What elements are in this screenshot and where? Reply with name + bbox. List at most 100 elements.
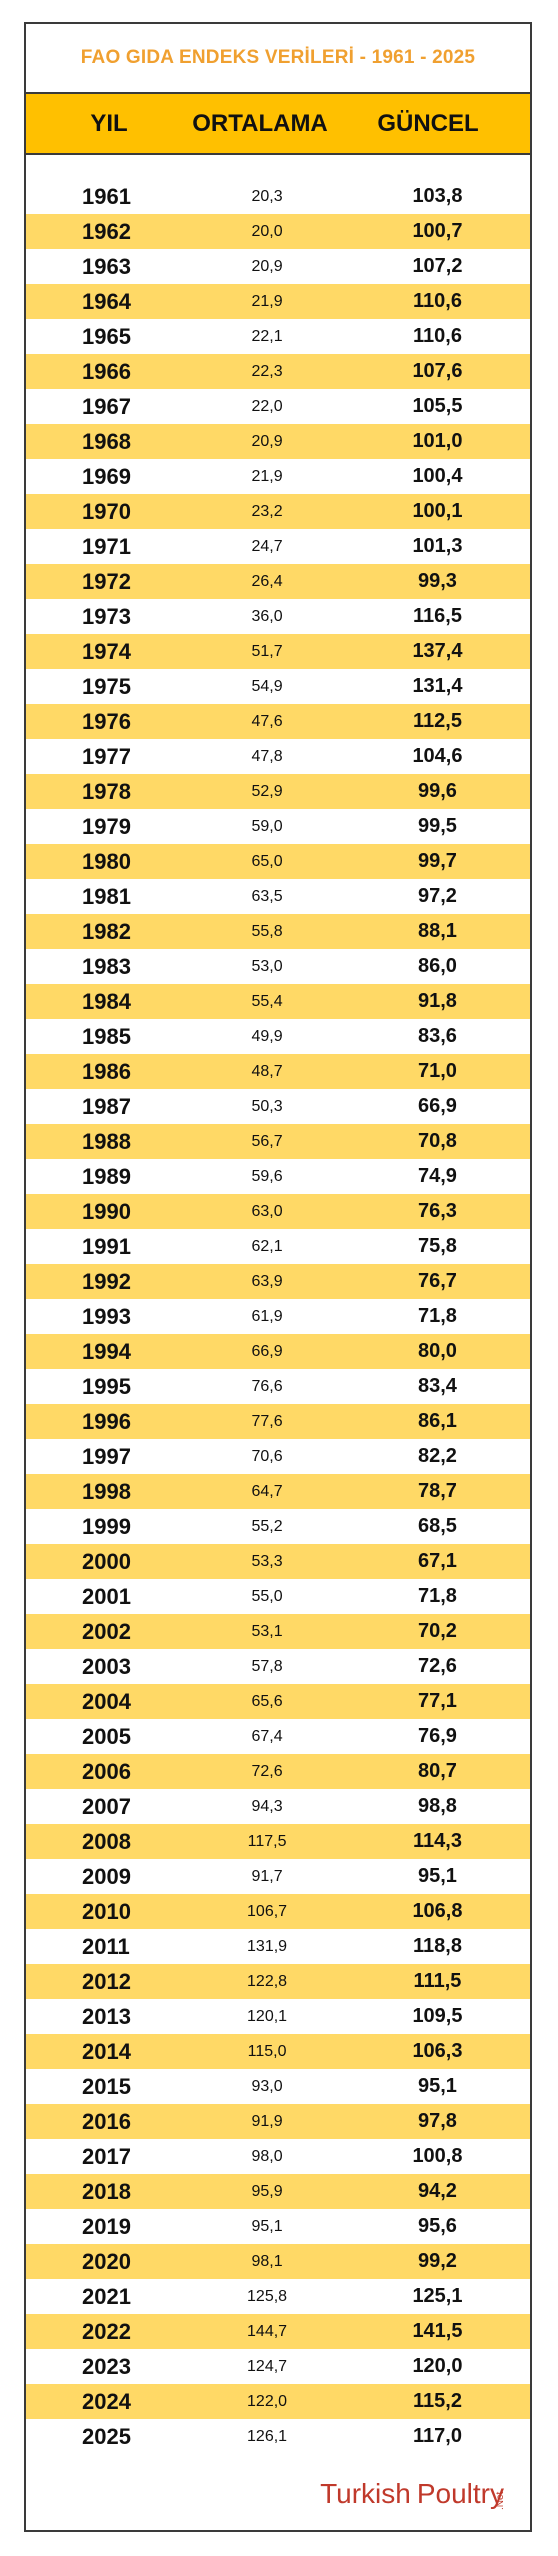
cell-current: 106,8 bbox=[412, 1900, 463, 1922]
cell-current: 120,0 bbox=[412, 2355, 463, 2377]
table-row: 1979 59,0 99,5 bbox=[26, 809, 530, 844]
cell-average: 56,7 bbox=[251, 1132, 283, 1150]
cell-average: 94,3 bbox=[251, 1797, 283, 1815]
cell-current: 111,5 bbox=[413, 1970, 462, 1992]
cell-year: 2025 bbox=[82, 2423, 131, 2449]
cell-current: 97,8 bbox=[418, 2110, 457, 2132]
table-row: 2011 131,9 118,8 bbox=[26, 1929, 530, 1964]
cell-current: 71,0 bbox=[418, 1060, 457, 1082]
cell-year: 2012 bbox=[82, 1968, 131, 1994]
cell-average: 20,0 bbox=[251, 222, 283, 240]
table-row: 2012 122,8 111,5 bbox=[26, 1964, 530, 1999]
table-header: YIL ORTALAMA GÜNCEL bbox=[26, 92, 530, 155]
cell-average: 67,4 bbox=[251, 1727, 283, 1745]
cell-average: 55,4 bbox=[251, 992, 283, 1010]
table-row: 1986 48,7 71,0 bbox=[26, 1054, 530, 1089]
cell-current: 115,2 bbox=[413, 2390, 462, 2412]
cell-year: 1969 bbox=[82, 463, 131, 489]
cell-current: 66,9 bbox=[418, 1095, 457, 1117]
cell-current: 76,7 bbox=[418, 1270, 457, 1292]
cell-average: 49,9 bbox=[251, 1027, 283, 1045]
cell-average: 124,7 bbox=[247, 2357, 288, 2375]
table-row: 1967 22,0 105,5 bbox=[26, 389, 530, 424]
cell-current: 71,8 bbox=[418, 1305, 457, 1327]
cell-year: 1984 bbox=[82, 988, 131, 1014]
cell-current: 68,5 bbox=[418, 1515, 457, 1537]
cell-current: 110,6 bbox=[413, 290, 462, 312]
cell-current: 76,3 bbox=[418, 1200, 457, 1222]
table-row: 1995 76,6 83,4 bbox=[26, 1369, 530, 1404]
cell-average: 117,5 bbox=[247, 1832, 287, 1850]
table-row: 1971 24,7 101,3 bbox=[26, 529, 530, 564]
table-row: 2002 53,1 70,2 bbox=[26, 1614, 530, 1649]
turkish-poultry-logo: Turkish Poultry .Net bbox=[320, 2478, 516, 2510]
cell-year: 1965 bbox=[82, 323, 131, 349]
column-header-current: GÜNCEL bbox=[377, 109, 479, 137]
cell-current: 78,7 bbox=[418, 1480, 457, 1502]
cell-current: 99,3 bbox=[418, 570, 457, 592]
cell-average: 51,7 bbox=[251, 642, 283, 660]
cell-average: 48,7 bbox=[251, 1062, 283, 1080]
cell-average: 61,9 bbox=[251, 1307, 283, 1325]
cell-current: 88,1 bbox=[418, 920, 457, 942]
cell-average: 76,6 bbox=[251, 1377, 283, 1395]
table-row: 1983 53,0 86,0 bbox=[26, 949, 530, 984]
table-row: 1975 54,9 131,4 bbox=[26, 669, 530, 704]
table-row: 1989 59,6 74,9 bbox=[26, 1159, 530, 1194]
cell-current: 99,5 bbox=[418, 815, 457, 837]
cell-average: 95,9 bbox=[251, 2182, 283, 2200]
cell-average: 93,0 bbox=[251, 2077, 283, 2095]
cell-year: 2016 bbox=[82, 2108, 131, 2134]
cell-average: 22,3 bbox=[251, 362, 283, 380]
table-row: 2004 65,6 77,1 bbox=[26, 1684, 530, 1719]
cell-current: 94,2 bbox=[418, 2180, 457, 2202]
table-row: 1997 70,6 82,2 bbox=[26, 1439, 530, 1474]
table-row: 1963 20,9 107,2 bbox=[26, 249, 530, 284]
cell-current: 101,0 bbox=[412, 430, 463, 452]
cell-year: 1999 bbox=[82, 1513, 131, 1539]
table-row: 2000 53,3 67,1 bbox=[26, 1544, 530, 1579]
cell-average: 20,9 bbox=[251, 257, 283, 275]
cell-year: 2017 bbox=[82, 2143, 131, 2169]
cell-current: 106,3 bbox=[412, 2040, 463, 2062]
table-row: 2016 91,9 97,8 bbox=[26, 2104, 530, 2139]
cell-average: 50,3 bbox=[251, 1097, 283, 1115]
cell-current: 101,3 bbox=[412, 535, 463, 557]
cell-current: 97,2 bbox=[418, 885, 457, 907]
cell-average: 53,1 bbox=[251, 1622, 283, 1640]
cell-year: 2008 bbox=[82, 1828, 131, 1854]
cell-average: 122,0 bbox=[247, 2392, 288, 2410]
cell-current: 104,6 bbox=[412, 745, 463, 767]
cell-average: 115,0 bbox=[247, 2042, 287, 2060]
cell-year: 2000 bbox=[82, 1548, 131, 1574]
table-row: 2018 95,9 94,2 bbox=[26, 2174, 530, 2209]
cell-year: 1972 bbox=[82, 568, 131, 594]
cell-average: 63,0 bbox=[251, 1202, 283, 1220]
cell-current: 107,2 bbox=[412, 255, 463, 277]
cell-year: 1994 bbox=[82, 1338, 131, 1364]
cell-average: 20,9 bbox=[251, 432, 283, 450]
table-row: 1972 26,4 99,3 bbox=[26, 564, 530, 599]
cell-current: 82,2 bbox=[418, 1445, 457, 1467]
table-row: 1992 63,9 76,7 bbox=[26, 1264, 530, 1299]
cell-current: 105,5 bbox=[412, 395, 463, 417]
cell-current: 137,4 bbox=[412, 640, 463, 662]
table-row: 2013 120,1 109,5 bbox=[26, 1999, 530, 2034]
cell-current: 99,6 bbox=[418, 780, 457, 802]
cell-current: 74,9 bbox=[418, 1165, 457, 1187]
cell-year: 1991 bbox=[82, 1233, 131, 1259]
cell-average: 55,2 bbox=[251, 1517, 283, 1535]
cell-average: 22,1 bbox=[251, 327, 283, 345]
cell-current: 116,5 bbox=[413, 605, 462, 627]
cell-year: 1992 bbox=[82, 1268, 131, 1294]
cell-current: 95,6 bbox=[418, 2215, 457, 2237]
table-row: 2015 93,0 95,1 bbox=[26, 2069, 530, 2104]
cell-average: 106,7 bbox=[247, 1902, 288, 1920]
cell-year: 1967 bbox=[82, 393, 131, 419]
cell-year: 1964 bbox=[82, 288, 131, 314]
cell-average: 65,0 bbox=[251, 852, 283, 870]
cell-average: 70,6 bbox=[251, 1447, 283, 1465]
cell-average: 53,3 bbox=[251, 1552, 283, 1570]
cell-current: 99,2 bbox=[418, 2250, 457, 2272]
cell-average: 23,2 bbox=[251, 502, 283, 520]
